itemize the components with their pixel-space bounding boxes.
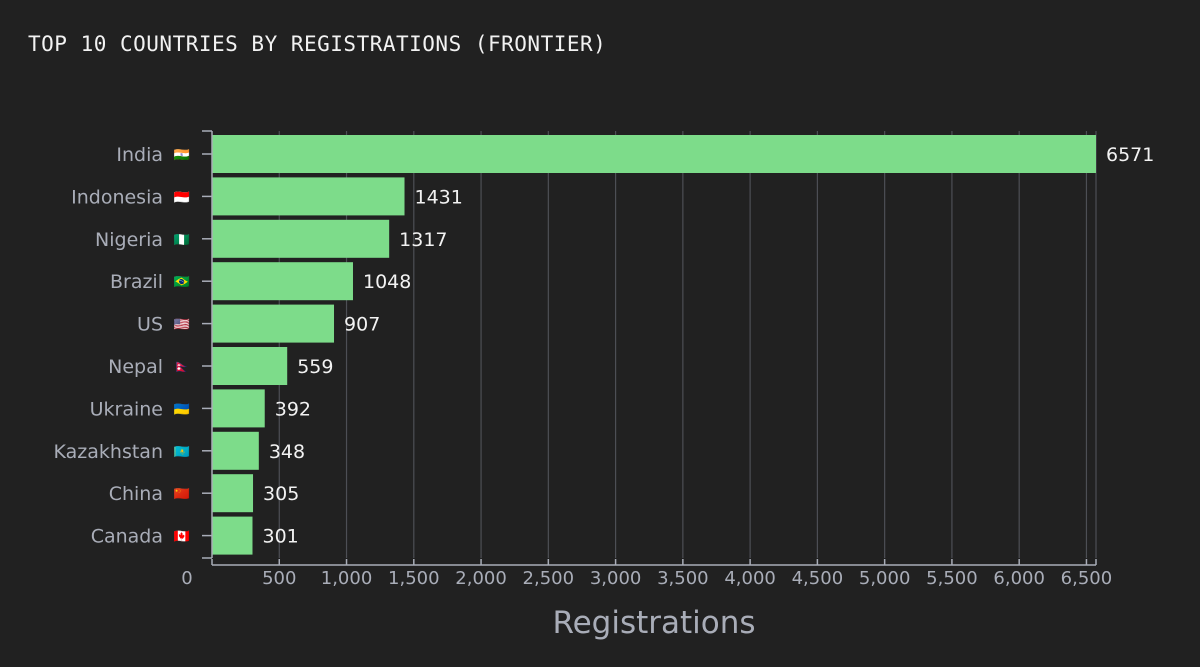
bar: [212, 389, 265, 428]
bar: [212, 431, 259, 470]
flag-icon: 🇮🇩: [174, 190, 190, 205]
data-label: 559: [297, 356, 333, 378]
flag-icon: 🇮🇳: [174, 148, 190, 163]
bar: [212, 135, 1096, 173]
category-label: Nepal: [108, 356, 163, 378]
category-label: Nigeria: [95, 229, 163, 251]
grid-lines: [278, 131, 1097, 558]
data-label: 348: [269, 441, 305, 463]
bar: [212, 347, 288, 385]
x-tick-label: 0: [181, 568, 192, 589]
x-tick-label: 3,000: [590, 568, 642, 589]
flag-icon: 🇰🇿: [174, 445, 190, 460]
category-label: US: [137, 314, 163, 336]
category-label: Indonesia: [71, 186, 163, 208]
flag-icon: 🇨🇳: [174, 487, 190, 502]
category-label: Kazakhstan: [54, 441, 163, 463]
bar: [212, 219, 390, 258]
category-label: Ukraine: [90, 398, 163, 420]
x-tick-label: 2,000: [455, 568, 507, 589]
category-label: China: [109, 483, 163, 505]
data-label: 1317: [399, 229, 447, 251]
x-tick-label: 5,000: [859, 568, 911, 589]
bar: [212, 304, 335, 343]
flag-icon: 🇨🇦: [174, 530, 190, 545]
flag-icon: 🇳🇬: [174, 233, 190, 248]
labels: India 🇮🇳 6571 Indonesia 🇮🇩 1431 Nigeria 🇳🇬 1317 B…: [54, 144, 1155, 548]
x-tick-label: 2,500: [523, 568, 575, 589]
category-label: Brazil: [110, 271, 163, 293]
data-label: 6571: [1106, 144, 1154, 166]
flag-icon: 🇧🇷: [174, 275, 190, 290]
bar: [212, 262, 353, 301]
x-tick-label: 6,500: [1061, 568, 1113, 589]
x-tick-label: 3,500: [657, 568, 709, 589]
bars: [212, 135, 1096, 555]
data-label: 301: [262, 526, 298, 548]
data-label: 392: [275, 398, 311, 420]
x-tick-label: 1,500: [388, 568, 440, 589]
data-label: 1048: [363, 271, 411, 293]
x-tick-label: 4,500: [792, 568, 844, 589]
data-label: 907: [344, 314, 380, 336]
x-axis-title: Registrations: [552, 605, 755, 641]
chart-title: TOP 10 COUNTRIES BY REGISTRATIONS (FRONT…: [28, 32, 607, 56]
flag-icon: 🇳🇵: [174, 360, 190, 375]
axes: 0 500 1,000 1,500 2,000 2,500 3,000 3,500 4,000 4…: [181, 130, 1113, 589]
category-label: India: [116, 144, 163, 166]
data-label: 1431: [415, 186, 463, 208]
bar: [212, 516, 253, 555]
x-tick-label: 6,000: [993, 568, 1045, 589]
bar: [212, 177, 405, 216]
category-label: Canada: [91, 526, 163, 548]
x-tick-label: 5,500: [926, 568, 978, 589]
bar: [212, 474, 254, 513]
flag-icon: 🇺🇦: [174, 402, 190, 417]
x-tick-label: 500: [262, 568, 296, 589]
flag-icon: 🇺🇸: [174, 318, 190, 333]
x-tick-label: 4,000: [724, 568, 776, 589]
x-tick-label: 1,000: [321, 568, 373, 589]
data-label: 305: [263, 483, 299, 505]
